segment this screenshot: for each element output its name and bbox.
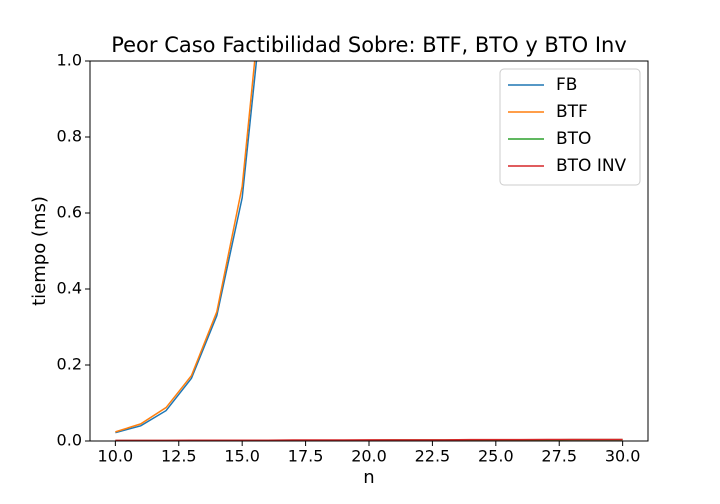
y-tick-label: 1.0: [57, 51, 82, 70]
y-tick-label: 0.8: [57, 127, 82, 146]
y-tick-label: 0.2: [57, 355, 82, 374]
x-tick-label: 17.5: [288, 447, 324, 466]
x-tick-label: 15.0: [224, 447, 260, 466]
x-axis-label: n: [363, 467, 374, 488]
x-tick-label: 30.0: [605, 447, 641, 466]
x-tick-label: 20.0: [351, 447, 387, 466]
legend-label: FB: [556, 75, 577, 95]
chart-title: Peor Caso Factibilidad Sobre: BTF, BTO y…: [111, 33, 627, 57]
x-tick-label: 22.5: [415, 447, 451, 466]
data-line: [115, 438, 623, 441]
x-tick-label: 27.5: [541, 447, 577, 466]
legend-box: [499, 68, 641, 186]
x-tick-label: 25.0: [478, 447, 514, 466]
legend-label: BTO: [556, 129, 591, 149]
data-line: [115, 61, 256, 433]
legend-label: BTF: [556, 102, 588, 122]
y-tick-label: 0.0: [57, 431, 82, 450]
y-tick-label: 0.6: [57, 203, 82, 222]
y-tick-label: 0.4: [57, 279, 82, 298]
x-tick-label: 12.5: [161, 447, 197, 466]
y-axis-label: tiempo (ms): [29, 196, 50, 306]
x-tick-label: 10.0: [98, 447, 134, 466]
data-line: [115, 61, 258, 434]
plot-lines: [115, 61, 623, 441]
legend-label: BTO INV: [556, 156, 627, 176]
